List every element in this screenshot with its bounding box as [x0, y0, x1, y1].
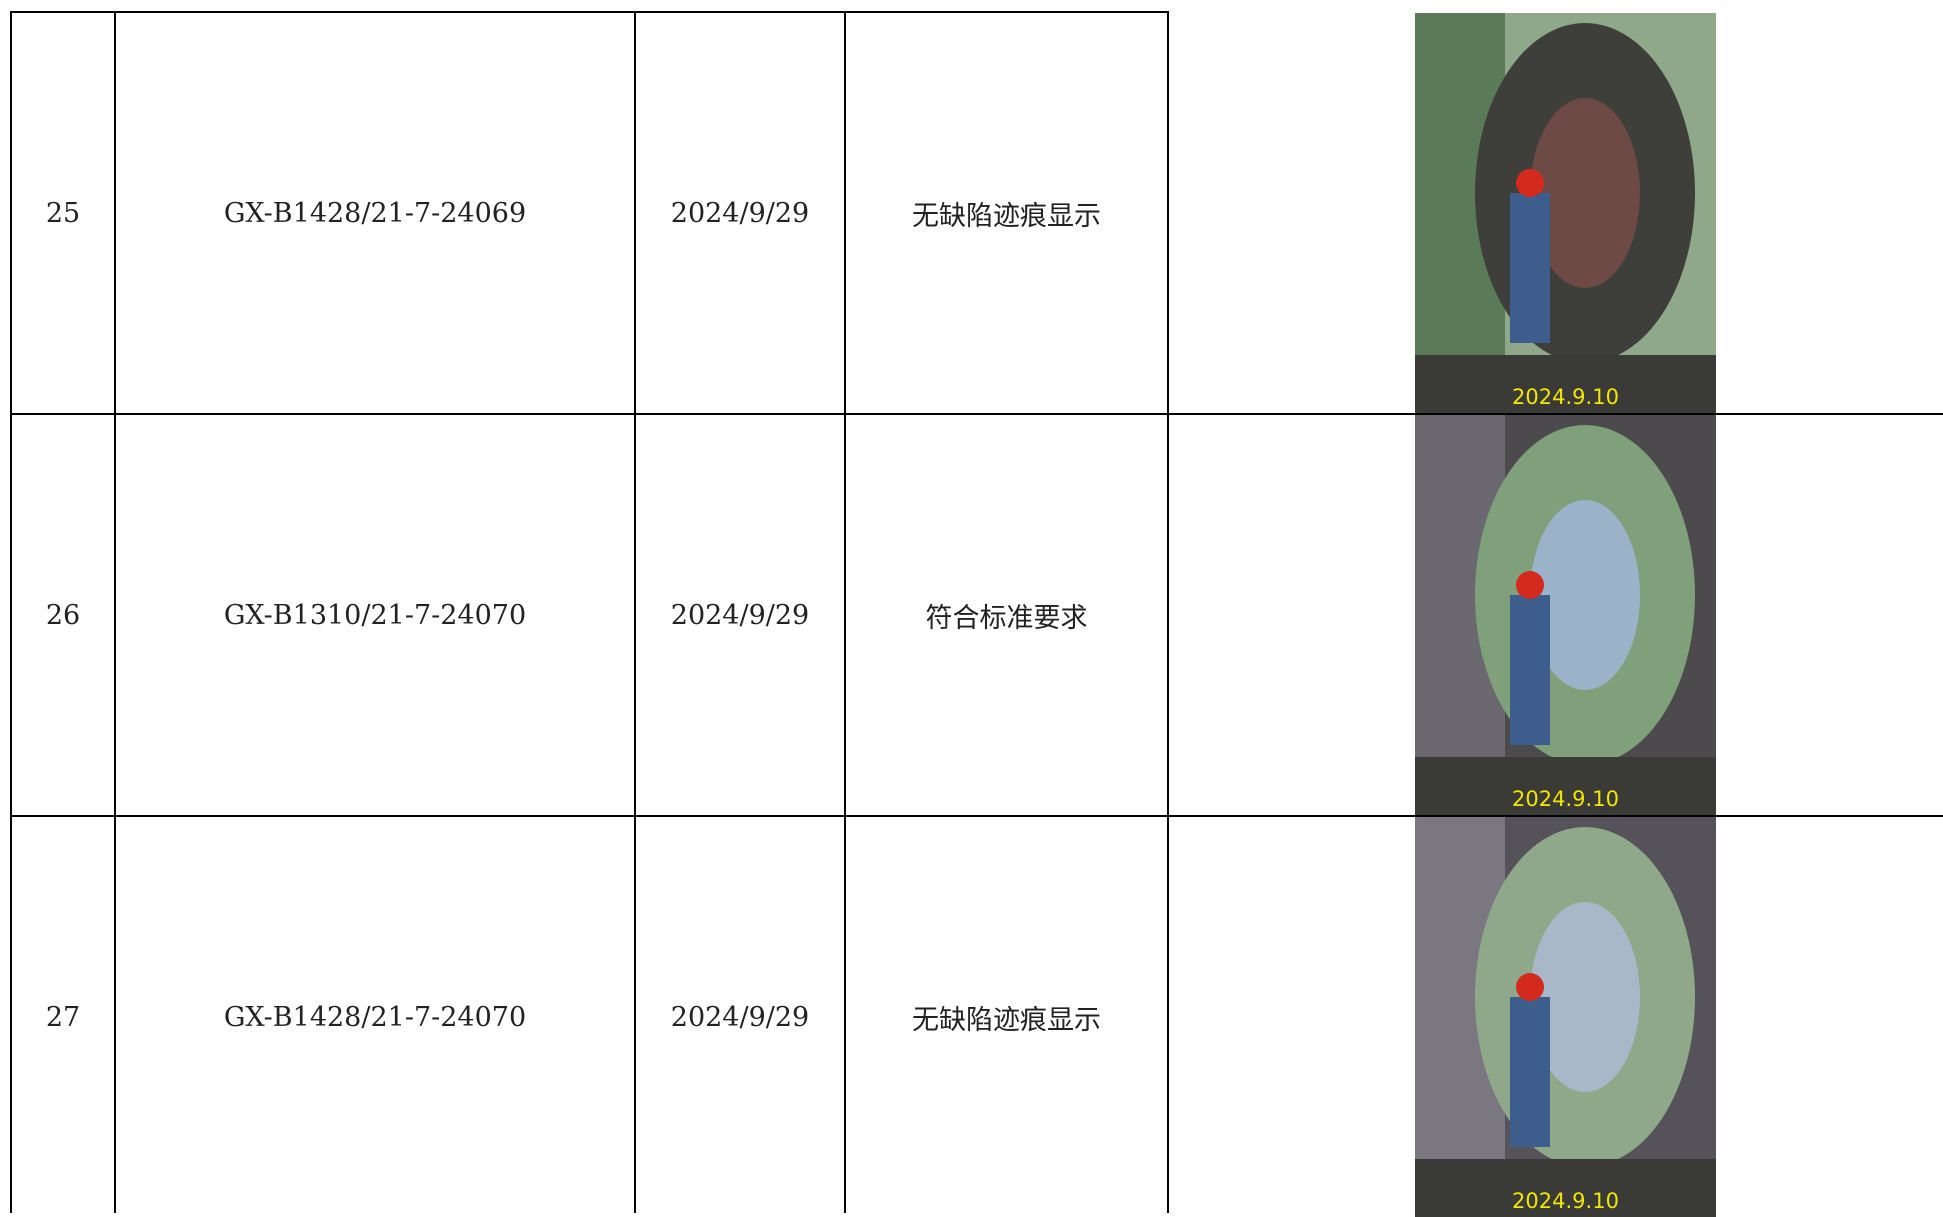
photo-image [1415, 817, 1716, 1217]
photo-timestamp: 2024.9.10 [1512, 787, 1619, 811]
photo-image [1415, 415, 1716, 815]
serial-code: GX-B1428/21-7-24069 [223, 197, 527, 229]
serial-code: GX-B1428/21-7-24070 [223, 1001, 527, 1033]
date: 2024/9/29 [670, 197, 810, 229]
serial-code: GX-B1310/21-7-24070 [223, 599, 527, 631]
row-line [10, 815, 1943, 817]
column-line [634, 11, 636, 1213]
row-number: 26 [45, 599, 81, 631]
result: 无缺陷迹痕显示 [912, 200, 1101, 232]
row-line [10, 413, 1943, 415]
inspection-photo: 2024.9.10 [1415, 13, 1716, 413]
row-number: 27 [45, 1001, 81, 1033]
result: 符合标准要求 [925, 602, 1088, 634]
column-line [114, 11, 116, 1213]
column-line [1167, 11, 1169, 1213]
inspection-photo: 2024.9.10 [1415, 817, 1716, 1217]
column-line [10, 11, 12, 1213]
column-line [844, 11, 846, 1213]
photo-timestamp: 2024.9.10 [1512, 385, 1619, 409]
result: 无缺陷迹痕显示 [912, 1004, 1101, 1036]
date: 2024/9/29 [670, 1001, 810, 1033]
date: 2024/9/29 [670, 599, 810, 631]
inspection-photo: 2024.9.10 [1415, 415, 1716, 815]
row-number: 25 [45, 197, 81, 229]
photo-timestamp: 2024.9.10 [1512, 1189, 1619, 1213]
photo-image [1415, 13, 1716, 413]
table-border [10, 11, 1169, 13]
